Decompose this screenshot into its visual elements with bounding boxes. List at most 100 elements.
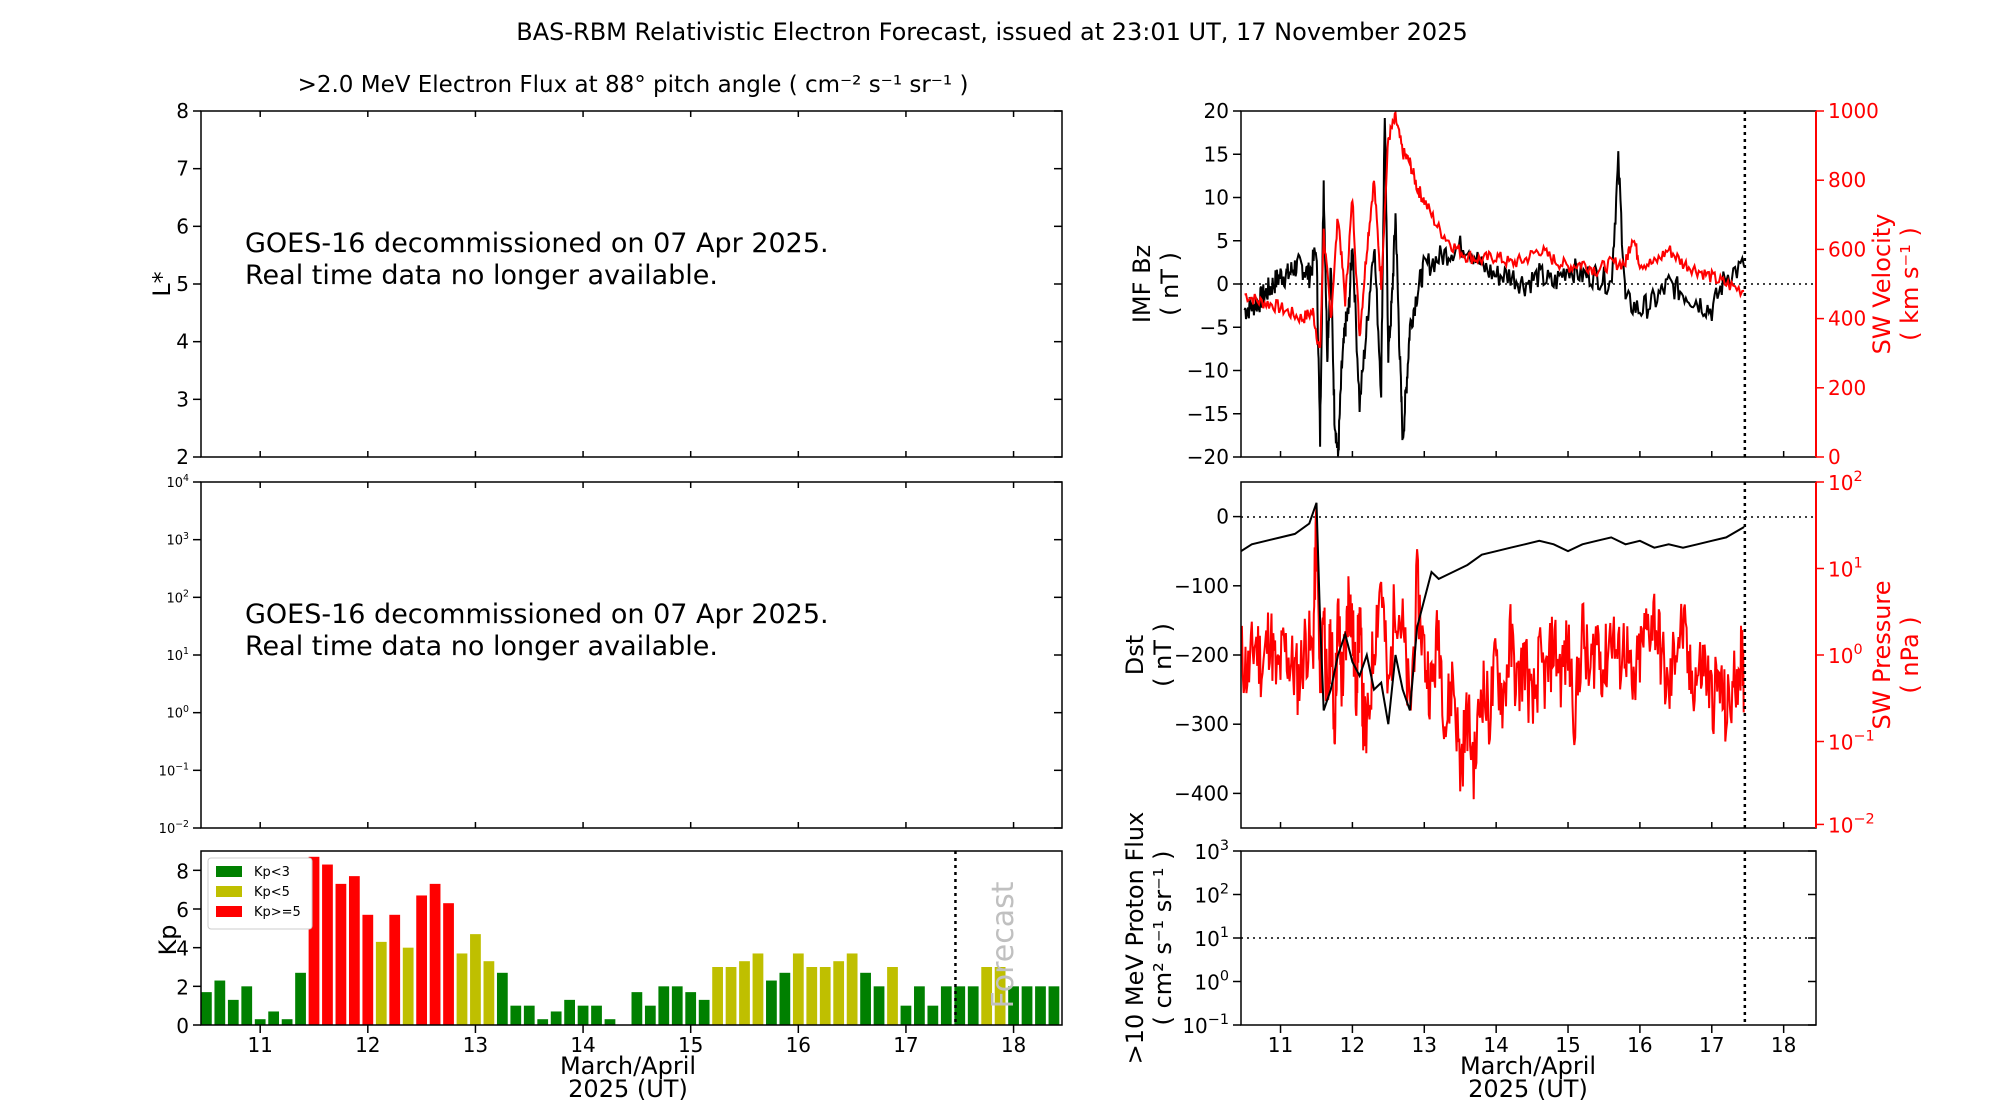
kp-bar — [483, 961, 495, 1025]
kp-bar — [470, 934, 481, 1025]
kp-y-axis: 0 2 4 6 8 — [176, 859, 201, 1038]
proton-y-axis-label-line-1: >10 MeV Proton Flux — [1121, 812, 1149, 1065]
flux-message-line-1: GOES-16 decommissioned on 07 Apr 2025. — [245, 599, 829, 630]
kp-bar — [631, 992, 643, 1025]
kp-bar — [873, 986, 885, 1025]
sw-pressure-ytick-label: 102 — [1828, 469, 1863, 495]
lstar-message-line-1: GOES-16 decommissioned on 07 Apr 2025. — [245, 228, 829, 259]
kp-bar — [766, 980, 777, 1025]
proton-x-axis: 11 12 13 14 15 16 17 18 — [1268, 1025, 1796, 1057]
proton-xtick-label: 13 — [1412, 1033, 1437, 1057]
kp-xtick-label: 16 — [786, 1033, 811, 1057]
kp-bar — [254, 1019, 266, 1025]
kp-xtick-label: 14 — [570, 1033, 595, 1057]
lstar-ytick-label: 6 — [176, 214, 189, 238]
kp-bar — [456, 953, 468, 1025]
kp-bar — [295, 972, 306, 1025]
kp-bar — [792, 953, 804, 1025]
kp-bar — [550, 1011, 562, 1025]
imf-ytick-label: 5 — [1216, 229, 1229, 253]
kp-bar — [914, 986, 925, 1025]
lstar-y-axis-label: L* — [148, 271, 176, 296]
proton-x-axis-label-line-1: March/April — [1460, 1052, 1596, 1080]
sw-pressure-ytick-label: 10−2 — [1828, 811, 1875, 837]
kp-bar — [281, 1019, 293, 1025]
sw-velocity-y-axis: 0 200 400 600 800 1000 — [1815, 99, 1879, 469]
imf-y-axis-label-line-2: ( nT ) — [1156, 252, 1184, 316]
kp-bar — [402, 947, 414, 1025]
sw-velocity-ytick-label: 800 — [1828, 168, 1866, 192]
kp-x-axis-label-line-2: 2025 (UT) — [568, 1075, 688, 1100]
sw-velocity-ytick-label: 200 — [1828, 376, 1866, 400]
sw-pressure-series — [1241, 506, 1745, 800]
dst-ytick-label: −200 — [1174, 643, 1229, 667]
kp-bar — [846, 953, 858, 1025]
kp-bar — [241, 986, 253, 1025]
sw-velocity-ytick-label: 400 — [1828, 307, 1866, 331]
kp-bar — [308, 856, 320, 1025]
sw-velocity-ytick-label: 1000 — [1828, 99, 1879, 123]
proton-xtick-label: 16 — [1627, 1033, 1652, 1057]
kp-bar — [658, 986, 670, 1025]
kp-bar — [443, 903, 454, 1025]
kp-bar — [227, 999, 239, 1025]
proton-xtick-label: 17 — [1699, 1033, 1724, 1057]
kp-panel: 0 2 4 6 8 11 12 13 14 15 16 17 18 Forecast Kp March… — [154, 850, 1063, 1100]
kp-ytick-label: 6 — [176, 898, 189, 922]
kp-legend: Kp<3 Kp<5 Kp>=5 — [207, 857, 313, 930]
proton-y-axis-label-line-2: ( cm² s⁻¹ sr⁻¹ ) — [1149, 851, 1177, 1026]
kp-ytick-label: 8 — [176, 859, 189, 883]
kp-bar — [429, 883, 441, 1025]
lstar-ytick-label: 2 — [176, 445, 189, 469]
imf-ytick-label: 10 — [1204, 186, 1229, 210]
kp-bar — [644, 1005, 656, 1025]
lstar-panel-title: >2.0 MeV Electron Flux at 88° pitch angl… — [298, 72, 969, 98]
kp-legend-swatch-low — [216, 866, 242, 877]
imf-x-axis — [1279, 451, 1785, 457]
imf-ytick-label: 0 — [1216, 272, 1229, 296]
kp-bar — [322, 864, 333, 1025]
kp-bar — [698, 999, 710, 1025]
flux-ytick-label: 10−1 — [159, 761, 189, 779]
dst-ytick-label: −400 — [1174, 781, 1229, 805]
kp-legend-swatch-high — [216, 906, 242, 917]
kp-bar — [1035, 986, 1046, 1025]
kp-bar — [416, 895, 428, 1025]
proton-xtick-label: 18 — [1771, 1033, 1796, 1057]
sw-pressure-axis-label-line-2: ( nPa ) — [1896, 616, 1924, 693]
dst-ytick-label: 0 — [1216, 505, 1229, 529]
proton-ytick-label: 100 — [1194, 969, 1229, 995]
imf-ytick-label: −20 — [1187, 445, 1229, 469]
kp-bar — [362, 914, 374, 1025]
proton-xtick-label: 15 — [1555, 1033, 1580, 1057]
kp-bar — [214, 980, 226, 1025]
imf-y-axis: −20 −15 −10 −5 0 5 10 15 20 — [1187, 99, 1241, 469]
dst-ytick-label: −100 — [1174, 574, 1229, 598]
kp-bars — [201, 856, 1060, 1025]
kp-bar — [523, 1005, 535, 1025]
kp-xtick-label: 15 — [678, 1033, 703, 1057]
sw-pressure-ytick-label: 101 — [1828, 556, 1863, 582]
kp-x-axis-label-line-1: March/April — [560, 1052, 696, 1080]
imf-ytick-label: −5 — [1200, 315, 1229, 339]
kp-forecast-label: Forecast — [986, 881, 1021, 1008]
flux-panel: 104 103 102 101 100 10−1 10−2 GOES-16 decommis… — [159, 473, 1063, 837]
kp-xtick-label: 18 — [1001, 1033, 1026, 1057]
dst-y-axis-label-line-1: Dst — [1121, 635, 1149, 675]
dst-ytick-label: −300 — [1174, 712, 1229, 736]
flux-message-line-2: Real time data no longer available. — [245, 631, 718, 662]
proton-panel: 10−1 100 101 102 103 11 12 13 14 15 16 17 18 >10 Me… — [1121, 812, 1817, 1100]
kp-ytick-label: 2 — [176, 975, 189, 999]
kp-plot-frame — [200, 850, 1063, 1026]
kp-bar — [927, 1005, 939, 1025]
proton-ytick-label: 102 — [1194, 882, 1229, 908]
kp-bar — [537, 1019, 549, 1025]
sw-pressure-axis-label-line-1: SW Pressure — [1868, 580, 1896, 729]
kp-bar — [375, 941, 387, 1025]
dst-y-axis: −400 −300 −200 −100 0 — [1174, 505, 1785, 828]
sw-velocity-series — [1244, 111, 1745, 349]
kp-bar — [819, 967, 831, 1025]
sw-velocity-axis-label-line-1: SW Velocity — [1868, 214, 1896, 355]
